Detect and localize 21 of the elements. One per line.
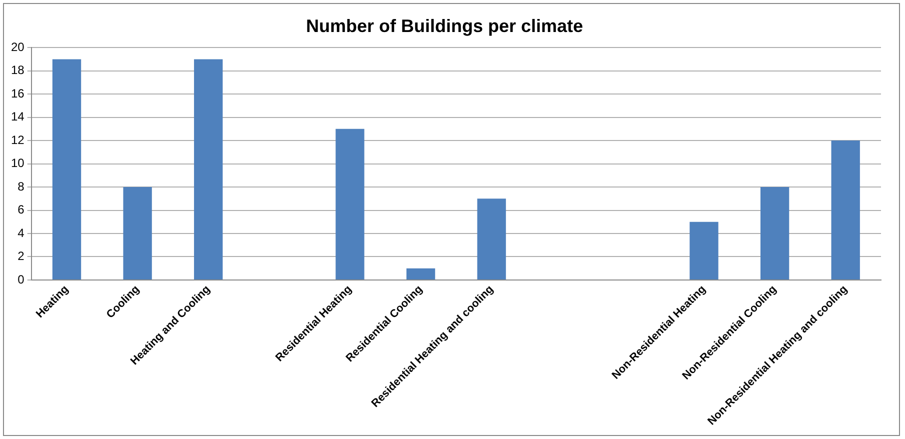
y-tick-label: 4 [18,226,25,240]
y-tick-label: 14 [10,110,25,124]
bar [52,59,82,280]
chart-title: Number of Buildings per climate [306,16,584,36]
y-tick-label: 10 [10,156,25,170]
y-tick-label: 12 [10,132,25,147]
bar [194,59,223,280]
bar [406,268,436,280]
bar [477,198,506,280]
bar [760,187,790,280]
y-tick-label: 18 [10,63,25,78]
y-tick-label: 0 [18,272,25,286]
y-tick-label: 8 [18,179,25,194]
bar [123,187,152,280]
bar [831,140,860,280]
y-tick-label: 16 [10,86,25,100]
y-tick-label: 20 [10,40,25,54]
bar [690,222,718,280]
bar [336,128,364,280]
y-tick-label: 6 [18,202,25,217]
y-tick-label: 2 [18,249,25,264]
